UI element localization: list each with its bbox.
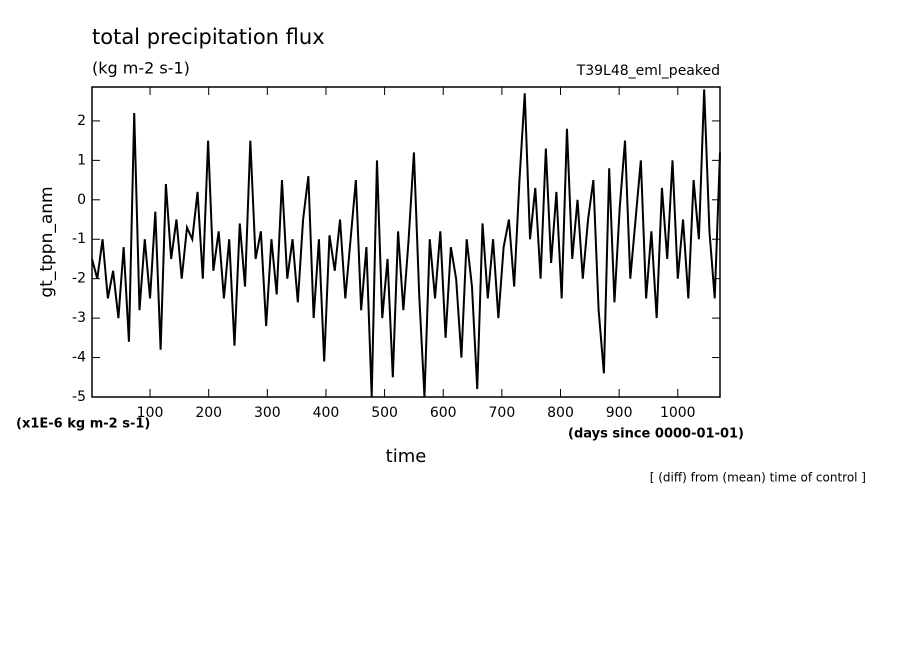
y-axis-label: gt_tppn_anm <box>37 186 57 297</box>
x-tick-label: 300 <box>254 405 281 421</box>
x-tick-label: 500 <box>371 405 398 421</box>
y-tick-label: -5 <box>72 389 86 405</box>
x-tick-label: 800 <box>547 405 574 421</box>
x-tick-label: 1000 <box>660 405 696 421</box>
x-tick-label: 100 <box>137 405 164 421</box>
plot-frame <box>91 86 721 398</box>
y-tick-label: 2 <box>77 113 86 129</box>
chart-title: total precipitation flux <box>92 25 325 49</box>
y-tick-label: -2 <box>72 271 86 287</box>
run-label: T39L48_eml_peaked <box>576 63 720 79</box>
y-tick-label: -3 <box>72 310 86 326</box>
x-tick-label: 700 <box>489 405 516 421</box>
x-tick-label: 600 <box>430 405 457 421</box>
data-line <box>91 89 721 398</box>
x-unit-label: (days since 0000-01-01) <box>568 427 744 442</box>
y-tick-label: -4 <box>72 350 86 366</box>
y-tick-label: 0 <box>77 192 86 208</box>
x-tick-label: 900 <box>606 405 633 421</box>
y-tick-label: 1 <box>77 152 86 168</box>
footnote: [ (diff) from (mean) time of control ] <box>650 471 866 485</box>
x-tick-label: 400 <box>313 405 340 421</box>
chart-subtitle: (kg m-2 s-1) <box>92 59 190 78</box>
x-axis-label: time <box>386 446 427 467</box>
y-tick-label: -1 <box>72 231 86 247</box>
y-unit-label: (x1E-6 kg m-2 s-1) <box>16 417 150 432</box>
x-tick-label: 200 <box>195 405 222 421</box>
